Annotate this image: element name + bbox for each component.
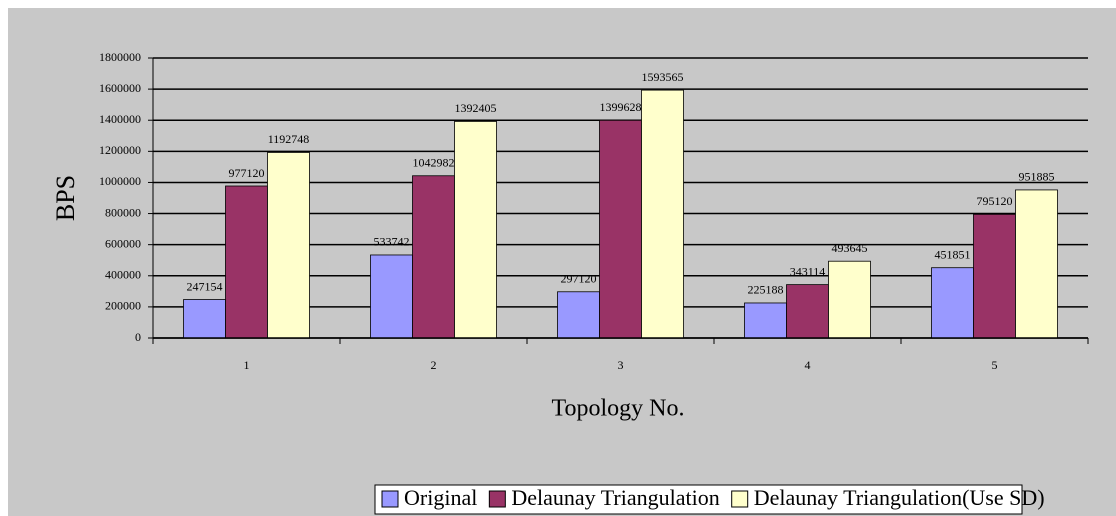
y-tick-label: 600000 (105, 236, 141, 250)
legend-swatch (381, 490, 399, 508)
chart-background (8, 8, 1116, 516)
x-tick-label: 5 (992, 358, 998, 372)
data-label: 451851 (935, 247, 971, 261)
y-tick-label: 1400000 (99, 112, 141, 126)
data-label: 533742 (374, 235, 410, 249)
data-label: 1192748 (268, 132, 310, 146)
bar (454, 121, 497, 339)
bar (370, 254, 413, 339)
data-label: 977120 (229, 166, 265, 180)
y-tick-label: 400000 (105, 268, 141, 282)
bar (828, 260, 871, 339)
bar (412, 175, 455, 339)
y-tick-label: 1800000 (99, 50, 141, 64)
y-tick-label: 1200000 (99, 143, 141, 157)
bar (225, 185, 268, 339)
data-label: 225188 (748, 283, 784, 297)
x-tick-label: 3 (618, 358, 624, 372)
legend-label: Original (404, 485, 477, 510)
bar (267, 152, 310, 339)
data-label: 951885 (1019, 170, 1055, 184)
bar (599, 119, 642, 339)
x-tick-label: 2 (431, 358, 437, 372)
y-tick-label: 0 (135, 330, 141, 344)
data-label: 297120 (561, 272, 597, 286)
data-label: 247154 (187, 279, 223, 293)
y-tick-label: 1600000 (99, 81, 141, 95)
y-axis-title: BPS (51, 175, 80, 221)
data-label: 1042982 (413, 156, 455, 170)
bar (557, 291, 600, 339)
x-axis-title: Topology No. (552, 396, 685, 422)
bar (641, 89, 684, 339)
x-tick-label: 4 (805, 358, 811, 372)
bar (183, 299, 226, 339)
bar (744, 302, 787, 339)
bar (931, 267, 974, 339)
data-label: 493645 (832, 241, 868, 255)
legend-swatch (488, 490, 506, 508)
data-label: 1399628 (600, 100, 642, 114)
y-tick-label: 1000000 (99, 174, 141, 188)
data-label: 795120 (977, 194, 1013, 208)
legend-label: Delaunay Triangulation (511, 485, 719, 510)
data-label: 343114 (790, 264, 826, 278)
bar (786, 284, 829, 339)
legend-swatch (731, 490, 749, 508)
legend-label: Delaunay Triangulation(Use SD) (754, 485, 1045, 510)
bar (973, 213, 1016, 339)
data-label: 1593565 (642, 70, 684, 84)
bar (1015, 189, 1058, 339)
data-label: 1392405 (455, 101, 497, 115)
y-tick-label: 800000 (105, 205, 141, 219)
y-tick-label: 200000 (105, 299, 141, 313)
x-tick-label: 1 (244, 358, 250, 372)
legend (374, 484, 1023, 515)
